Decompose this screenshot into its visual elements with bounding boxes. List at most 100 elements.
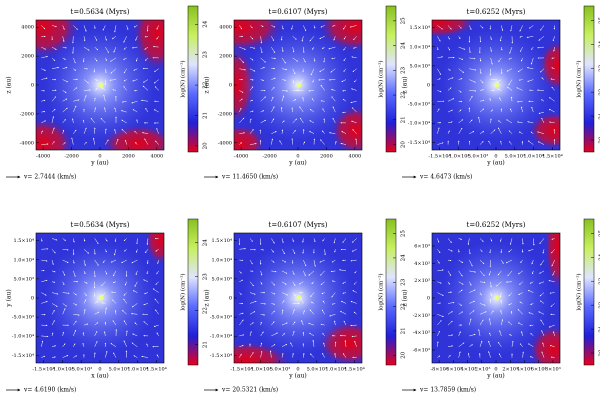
- y-tick-label: -1.0×10⁴: [210, 334, 232, 340]
- velocity-vector: [51, 332, 54, 336]
- velocity-vector: [488, 340, 491, 347]
- velocity-vector: [500, 140, 502, 145]
- velocity-vector: [309, 120, 315, 124]
- velocity-vector: [322, 300, 325, 304]
- velocity-vector: [331, 280, 336, 282]
- velocity-vector: [83, 95, 87, 102]
- colorbar: [583, 5, 595, 153]
- y-tick-label: 1.0×10⁴: [211, 257, 232, 263]
- colorbar-label: log(N) (cm⁻²): [378, 273, 385, 310]
- velocity-vector: [62, 142, 66, 145]
- velocity-vector: [540, 319, 545, 326]
- velocity-vector: [548, 324, 555, 328]
- velocity-vector: [146, 270, 149, 275]
- velocity-vector: [496, 281, 502, 287]
- velocity-vector: [551, 86, 555, 91]
- velocity-vector: [154, 68, 159, 73]
- velocity-vector: [239, 279, 244, 282]
- colorbar-tick-label: 22: [203, 82, 209, 89]
- velocity-vector: [350, 301, 357, 304]
- velocity-vector: [323, 57, 325, 63]
- velocity-vector: [540, 68, 545, 73]
- velocity-vector: [110, 57, 117, 62]
- velocity-vector: [355, 138, 357, 145]
- velocity-vector: [488, 351, 491, 358]
- velocity-vector: [121, 129, 127, 134]
- velocity-vector: [41, 292, 47, 296]
- velocity-vector: [292, 270, 295, 275]
- velocity-vector: [260, 350, 263, 358]
- velocity-vector: [489, 98, 491, 102]
- velocity-vector: [437, 259, 440, 264]
- x-tick-label: 0: [494, 154, 497, 160]
- velocity-vector: [249, 322, 254, 326]
- velocity-vector: [131, 342, 138, 347]
- velocity-vector: [529, 281, 534, 284]
- velocity-vector: [105, 238, 108, 242]
- velocity-vector: [141, 132, 149, 134]
- velocity-vector: [281, 120, 285, 124]
- colorbar-tick-label: 25: [401, 230, 407, 237]
- map-core: [296, 295, 302, 301]
- velocity-vector: [83, 238, 86, 242]
- velocity-vector: [105, 139, 109, 145]
- velocity-vector: [41, 77, 48, 80]
- velocity-vector: [155, 249, 159, 252]
- velocity-vector: [447, 98, 455, 102]
- velocity-vector: [144, 46, 149, 50]
- velocity-vector: [458, 281, 464, 285]
- velocity-vector: [249, 46, 256, 49]
- velocity-vector: [73, 292, 77, 296]
- velocity-vector: [83, 141, 87, 145]
- velocity-vector: [458, 289, 463, 293]
- velocity-vector: [271, 57, 276, 60]
- velocity-vector: [94, 46, 99, 51]
- velocity-vector: [311, 46, 315, 50]
- velocity-vector: [123, 238, 127, 242]
- velocity-vector: [109, 79, 117, 81]
- velocity-vector: [144, 138, 149, 145]
- velocity-vector: [41, 300, 48, 304]
- velocity-vector: [62, 270, 66, 276]
- y-tick-label: 4000: [219, 25, 232, 31]
- velocity-vector: [281, 90, 288, 92]
- velocity-vector: [469, 57, 476, 60]
- panel: t=0.6252 (Myrs)-1.5×10⁴-1.0×10⁴-5.0×10³ 0…: [402, 5, 600, 181]
- velocity-vector: [94, 97, 96, 102]
- x-tick-label: 0: [296, 367, 299, 373]
- x-tick-label: 2000: [320, 154, 333, 160]
- y-tick-label: -1.5×10⁴: [408, 140, 430, 146]
- velocity-vector: [260, 57, 266, 63]
- velocity-vector: [301, 36, 304, 42]
- density-map: [36, 233, 164, 363]
- y-tick-label: 0: [31, 296, 34, 302]
- velocity-vector: [300, 297, 304, 304]
- velocity-vector: [105, 46, 109, 53]
- velocity-vector: [447, 320, 453, 326]
- velocity-vector: [501, 47, 503, 51]
- velocity-vector: [313, 25, 316, 29]
- velocity-vector: [447, 259, 452, 262]
- velocity-vector: [94, 259, 99, 266]
- velocity-vector: [479, 79, 484, 84]
- velocity-vector: [249, 143, 257, 145]
- velocity-vector: [260, 96, 266, 102]
- velocity-vector: [121, 110, 127, 113]
- velocity-vector: [551, 67, 555, 69]
- velocity-vector: [549, 292, 555, 294]
- velocity-vector: [83, 292, 87, 296]
- map-region: [144, 233, 164, 266]
- velocity-vector: [320, 139, 325, 145]
- velocity-vector: [540, 300, 545, 304]
- x-tick-label: -5.0×10³: [70, 367, 92, 373]
- velocity-vector: [133, 68, 138, 71]
- velocity-vector: [123, 46, 127, 50]
- velocity-vector: [437, 249, 441, 254]
- velocity-vector: [51, 309, 55, 315]
- y-axis-label: z (au): [6, 76, 13, 93]
- velocity-vector: [331, 96, 336, 102]
- velocity-vector: [292, 36, 297, 40]
- velocity-vector: [123, 68, 127, 74]
- velocity-vector: [260, 342, 263, 347]
- velocity-vector: [329, 132, 336, 134]
